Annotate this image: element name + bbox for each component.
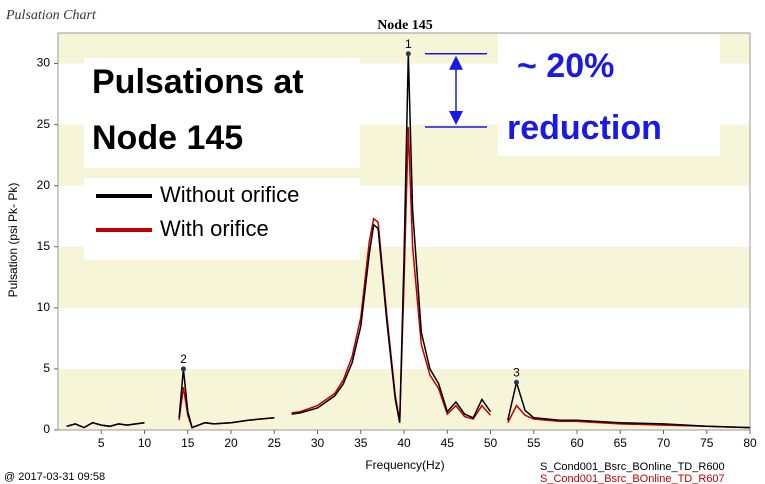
annotation-text: Pulsations at bbox=[92, 63, 304, 101]
legend bbox=[84, 178, 360, 260]
x-tick-label: 5 bbox=[98, 436, 105, 450]
peak-label: 2 bbox=[180, 352, 187, 366]
y-tick-label: 30 bbox=[37, 56, 51, 70]
peak-label: 1 bbox=[405, 37, 412, 51]
y-tick-label: 15 bbox=[37, 239, 51, 253]
y-tick-label: 5 bbox=[43, 361, 50, 375]
y-tick-label: 0 bbox=[43, 422, 50, 436]
x-tick-label: 80 bbox=[743, 436, 757, 450]
x-tick-label: 50 bbox=[484, 436, 498, 450]
annotation-text: Node 145 bbox=[92, 119, 243, 157]
timestamp: @ 2017-03-31 09:58 bbox=[4, 471, 105, 483]
x-tick-label: 70 bbox=[657, 436, 671, 450]
annotation-text: reduction bbox=[507, 109, 662, 147]
x-tick-label: 45 bbox=[441, 436, 455, 450]
series-line bbox=[66, 53, 751, 429]
annotation-text: ~ 20% bbox=[517, 47, 614, 85]
legend-label: With orifice bbox=[160, 216, 269, 241]
x-axis-label: Frequency(Hz) bbox=[365, 458, 444, 472]
x-tick-label: 60 bbox=[570, 436, 584, 450]
x-tick-label: 55 bbox=[527, 436, 541, 450]
x-tick-label: 35 bbox=[354, 436, 368, 450]
y-tick-label: 25 bbox=[37, 117, 51, 131]
band bbox=[58, 307, 750, 369]
peak-marker bbox=[180, 366, 186, 372]
file-name: S_Cond001_Bsrc_BOnline_TD_R607 bbox=[540, 473, 725, 484]
header: Pulsation Chart bbox=[5, 8, 97, 23]
peak-marker bbox=[405, 51, 411, 57]
chart-title: Node 145 bbox=[377, 18, 433, 33]
x-tick-label: 40 bbox=[397, 436, 411, 450]
y-tick-label: 10 bbox=[37, 300, 51, 314]
y-axis-label: Pulsation (psi Pk- Pk) bbox=[6, 183, 20, 298]
file-name: S_Cond001_Bsrc_BOnline_TD_R600 bbox=[540, 461, 725, 473]
x-tick-label: 10 bbox=[138, 436, 152, 450]
peak-marker bbox=[513, 379, 519, 385]
x-tick-label: 15 bbox=[181, 436, 195, 450]
x-tick-label: 75 bbox=[700, 436, 714, 450]
x-tick-label: 30 bbox=[311, 436, 325, 450]
x-tick-label: 20 bbox=[224, 436, 238, 450]
x-tick-label: 65 bbox=[614, 436, 628, 450]
legend-label: Without orifice bbox=[160, 182, 299, 207]
arrow-head bbox=[449, 55, 463, 70]
x-tick-label: 25 bbox=[268, 436, 282, 450]
arrow-head bbox=[449, 111, 463, 126]
y-tick-label: 20 bbox=[37, 178, 51, 192]
annotation-box bbox=[84, 58, 360, 168]
band bbox=[58, 368, 750, 430]
annotation-box bbox=[498, 34, 720, 156]
peak-label: 3 bbox=[513, 366, 520, 380]
